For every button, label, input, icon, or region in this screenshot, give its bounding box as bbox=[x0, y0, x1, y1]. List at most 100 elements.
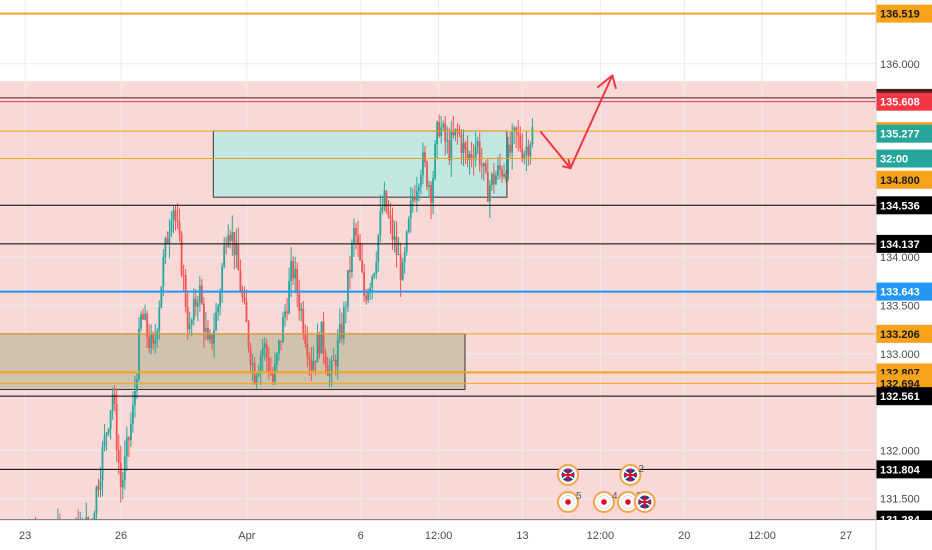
candle-body bbox=[211, 335, 213, 344]
candle-body bbox=[310, 359, 313, 371]
price-badge[interactable]: 135.277 bbox=[876, 124, 932, 143]
price-badge[interactable]: 134.800 bbox=[876, 170, 932, 189]
price-badge[interactable]: 133.206 bbox=[876, 324, 932, 343]
price-badge-label: 132.561 bbox=[880, 391, 920, 403]
candle-body bbox=[385, 190, 388, 212]
event-marker[interactable]: 5 bbox=[557, 491, 582, 513]
price-badge[interactable]: 134.137 bbox=[876, 234, 932, 253]
candle-body bbox=[239, 270, 242, 292]
price-badge[interactable]: 131.804 bbox=[876, 460, 932, 479]
candle-body bbox=[357, 235, 359, 245]
y-tick-label: 134.000 bbox=[880, 252, 920, 264]
candle-body bbox=[497, 165, 499, 176]
candle-body bbox=[324, 353, 327, 366]
price-badge-label: 133.643 bbox=[880, 287, 920, 299]
candle-body bbox=[363, 271, 366, 296]
resistance-box[interactable] bbox=[212, 130, 508, 198]
candle-body bbox=[405, 231, 408, 252]
candle-body bbox=[119, 462, 122, 488]
candle-body bbox=[407, 218, 410, 232]
candle-body bbox=[176, 219, 179, 223]
candle-body bbox=[322, 321, 325, 354]
event-marker[interactable]: 4 bbox=[592, 491, 618, 513]
event-marker[interactable]: 2 bbox=[619, 464, 644, 486]
candle-body bbox=[302, 308, 305, 334]
candle-body bbox=[136, 379, 138, 392]
price-badge[interactable]: 135.608 bbox=[876, 92, 932, 111]
candle-body bbox=[182, 275, 185, 277]
candle-body bbox=[117, 450, 120, 463]
price-badge-bg bbox=[876, 282, 932, 301]
y-tick-label: 132.000 bbox=[880, 445, 920, 457]
candle-body bbox=[340, 324, 343, 339]
candle-body bbox=[361, 260, 363, 272]
candle-body bbox=[436, 121, 439, 144]
price-badge[interactable]: 32:00 bbox=[876, 149, 932, 168]
candle-body bbox=[448, 140, 451, 161]
event-layer[interactable]: 5423 bbox=[557, 464, 656, 513]
candle-body bbox=[125, 437, 128, 457]
price-badge-bg bbox=[876, 124, 932, 143]
candle-body bbox=[235, 243, 238, 255]
forecast-arrow[interactable] bbox=[539, 74, 617, 170]
candle-body bbox=[369, 287, 372, 292]
candle-body bbox=[411, 197, 414, 201]
candle-body bbox=[355, 228, 357, 236]
candle-body bbox=[95, 486, 98, 514]
candle-body bbox=[99, 480, 102, 490]
candle-body bbox=[294, 268, 297, 279]
candle-body bbox=[446, 140, 449, 142]
candle-body bbox=[132, 405, 134, 424]
candle-body bbox=[225, 245, 228, 247]
price-badge-label: 32:00 bbox=[880, 154, 908, 166]
candle-body bbox=[426, 162, 428, 187]
candle-body bbox=[105, 433, 108, 436]
candle-body bbox=[452, 131, 455, 136]
candle-body bbox=[247, 322, 250, 348]
price-badge-bg bbox=[876, 149, 932, 168]
x-tick-label: 6 bbox=[358, 530, 364, 542]
candle-body bbox=[213, 330, 215, 344]
price-badge[interactable]: 134.536 bbox=[876, 196, 932, 215]
candle-body bbox=[152, 334, 155, 344]
candle-body bbox=[209, 335, 211, 340]
japan-flag-dot bbox=[601, 499, 607, 505]
forecast-arrow-head[interactable] bbox=[562, 158, 572, 170]
y-tick-label: 136.000 bbox=[880, 59, 920, 71]
candle-body bbox=[505, 174, 507, 178]
candle-body bbox=[326, 365, 329, 376]
candle-body bbox=[336, 339, 339, 367]
support-box[interactable] bbox=[0, 333, 466, 391]
candle-body bbox=[381, 206, 384, 212]
candle-body bbox=[198, 285, 201, 303]
x-tick-label: 23 bbox=[19, 530, 31, 542]
japan-flag-dot bbox=[625, 499, 631, 505]
candle-body bbox=[97, 486, 100, 490]
candle-body bbox=[229, 235, 232, 241]
candle-body bbox=[511, 131, 514, 153]
event-marker[interactable] bbox=[633, 491, 656, 513]
candle-body bbox=[127, 437, 130, 441]
candle-body bbox=[237, 243, 240, 271]
candle-body bbox=[200, 285, 203, 304]
price-badge[interactable]: 136.519 bbox=[876, 4, 932, 23]
price-badge-label: 135.277 bbox=[880, 129, 920, 141]
candle-body bbox=[515, 127, 518, 133]
x-tick-label: 13 bbox=[516, 530, 528, 542]
candle-body bbox=[286, 311, 288, 314]
event-marker[interactable] bbox=[557, 464, 580, 486]
price-badge[interactable]: 133.643 bbox=[876, 282, 932, 301]
candle-body bbox=[519, 135, 522, 149]
candle-body bbox=[290, 261, 293, 282]
price-badge[interactable]: 132.561 bbox=[876, 387, 932, 406]
candle-body bbox=[351, 242, 353, 273]
candle-body bbox=[501, 169, 503, 177]
candle-body bbox=[349, 270, 351, 273]
candle-body bbox=[420, 175, 422, 187]
candle-body bbox=[129, 423, 132, 441]
candle-body bbox=[113, 394, 116, 405]
candle-body bbox=[488, 185, 491, 202]
arrow-layer[interactable] bbox=[539, 74, 617, 170]
